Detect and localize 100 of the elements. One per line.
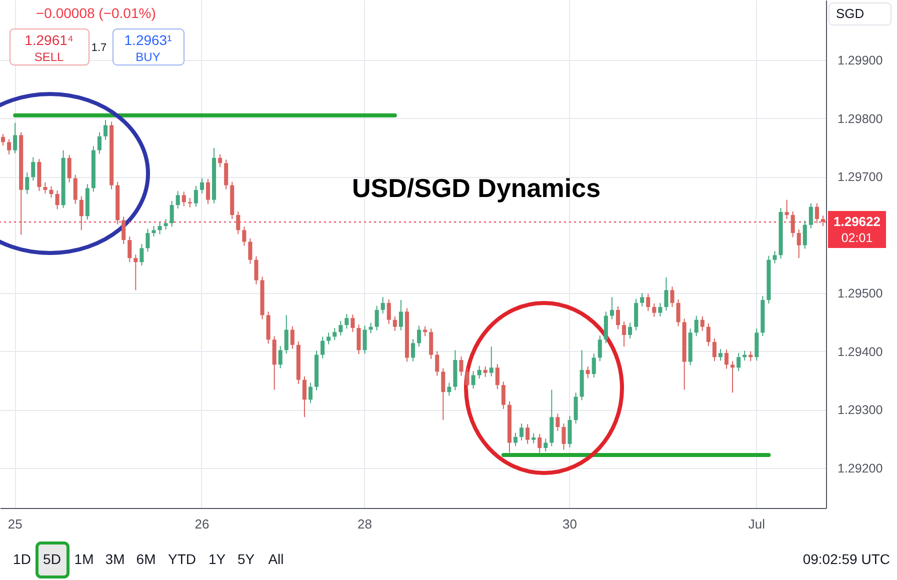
candlestick (568, 415, 572, 448)
candlestick (676, 298, 680, 327)
candlestick (796, 229, 801, 259)
candlestick (55, 190, 60, 210)
candlestick (188, 198, 192, 208)
candlestick (320, 336, 325, 359)
text: SGD (836, 6, 864, 21)
candlestick (658, 302, 662, 317)
candlestick (501, 381, 506, 410)
candlestick (459, 356, 464, 376)
candlestick (242, 226, 246, 246)
candlestick (694, 315, 698, 337)
y-tick-label: 1.29900 (838, 54, 883, 68)
candlestick (302, 376, 306, 418)
candlestick (236, 210, 240, 235)
annotation: BUY (136, 50, 160, 64)
candlestick (182, 191, 186, 207)
annotation: 1.2961⁴ (24, 32, 74, 48)
candlestick (122, 216, 126, 245)
candlestick (43, 182, 48, 194)
candlestick (772, 250, 777, 264)
annotation: −0.00008 (−0.01%) (36, 5, 156, 21)
candlestick (790, 210, 795, 238)
candlestick (410, 338, 416, 362)
candlestick (634, 298, 638, 331)
candlestick (489, 346, 494, 377)
text: 1D (13, 551, 31, 567)
candlestick (586, 366, 590, 379)
candlestick (447, 382, 452, 396)
candlestick (362, 325, 367, 354)
candlestick (736, 352, 741, 372)
candlestick (435, 350, 440, 376)
candlestick (176, 190, 180, 210)
candlestick (706, 322, 710, 347)
text: 09:02:59 UTC (802, 551, 890, 567)
candlestick (224, 159, 228, 190)
candlestick (628, 322, 632, 339)
text: 6M (136, 551, 156, 567)
text: 5D (43, 551, 61, 567)
text: USD/SGD Dynamics (352, 173, 601, 203)
candlestick (616, 306, 620, 330)
candlestick (25, 172, 30, 194)
candlestick (622, 321, 626, 348)
candlestick (820, 215, 826, 227)
candlestick (646, 293, 650, 312)
candlestick (332, 327, 337, 341)
candlestick (604, 311, 608, 344)
candlestick (670, 286, 674, 308)
candlestick (356, 324, 361, 355)
candlestick (538, 434, 542, 454)
candlestick (31, 156, 36, 182)
candlestick (417, 325, 422, 348)
candlestick (441, 368, 446, 421)
candlestick (338, 320, 343, 336)
candlestick (730, 360, 735, 394)
candlestick (784, 199, 789, 220)
candlestick (664, 276, 668, 312)
y-tick-label: 1.29400 (838, 344, 883, 359)
candlestick (170, 200, 174, 228)
annotation: SELL (34, 50, 64, 64)
candlestick (278, 346, 282, 369)
candlestick (200, 178, 204, 194)
x-tick-label: 26 (194, 516, 210, 532)
candlestick (598, 335, 602, 362)
x-tick-label: Jul (748, 516, 766, 532)
candlestick (392, 316, 397, 332)
candlestick (284, 314, 288, 354)
candlestick (398, 300, 403, 331)
candlestick (640, 292, 644, 307)
candlestick (429, 328, 434, 360)
candlestick (164, 218, 168, 230)
candlestick (49, 186, 54, 198)
y-tick-label: 1.29800 (838, 112, 883, 126)
candlestick (610, 296, 614, 320)
candlestick (423, 326, 428, 337)
candlestick (134, 254, 138, 291)
candlestick (532, 432, 536, 444)
x-tick-label: 30 (562, 516, 577, 532)
candlestick (814, 202, 819, 224)
candlestick (326, 332, 331, 345)
text: 1Y (208, 551, 226, 567)
candlestick (73, 174, 78, 204)
candlestick (513, 432, 518, 447)
annotation: 1.7 (91, 42, 107, 54)
candlestick (556, 413, 560, 432)
candlestick (194, 185, 198, 208)
candlestick (103, 120, 108, 140)
candlestick (374, 305, 379, 331)
candlestick (712, 338, 716, 362)
candlestick (544, 438, 548, 452)
candlestick (465, 368, 470, 390)
candlestick (477, 365, 482, 380)
candlestick (652, 303, 656, 318)
candlestick (386, 298, 391, 324)
candlestick (483, 366, 488, 378)
candlestick (724, 349, 729, 370)
candlestick (562, 423, 566, 450)
candlestick (574, 392, 578, 424)
candlestick (808, 202, 813, 229)
candlestick (0, 133, 6, 146)
